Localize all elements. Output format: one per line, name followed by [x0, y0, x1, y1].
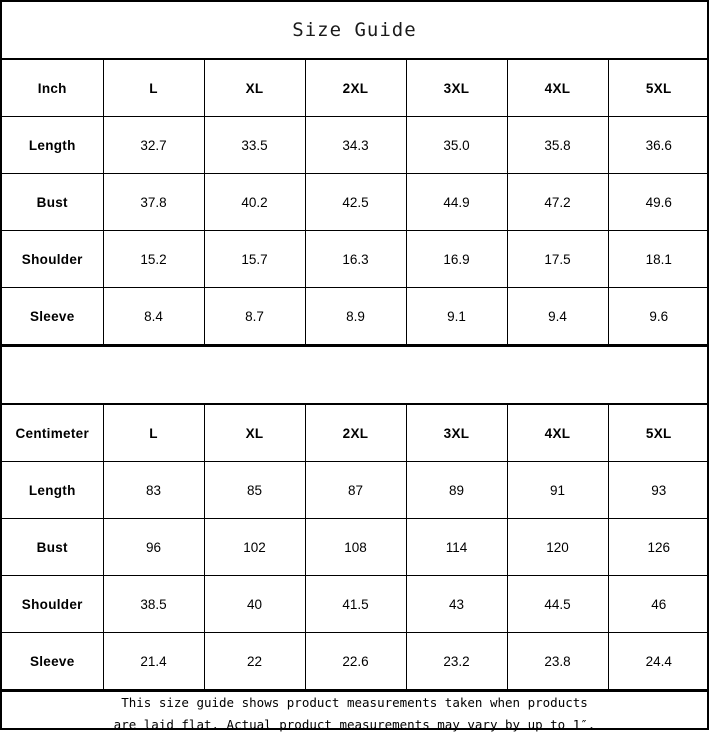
cell-cm-length-4xl: 91 — [506, 461, 609, 519]
cell-cm-sleeve-xl: 22 — [203, 632, 306, 690]
size-header-2xl: 2XL — [304, 60, 407, 117]
table-row: Shoulder 38.5 40 41.5 43 44.5 46 — [2, 575, 709, 633]
inch-table-block: Inch L XL 2XL 3XL 4XL 5XL Length 32.7 33… — [2, 60, 709, 345]
cell-bust-5xl: 49.6 — [607, 173, 709, 231]
size-header-xl: XL — [203, 60, 306, 117]
table-separator-band — [2, 345, 707, 405]
table-row: Bust 96 102 108 114 120 126 — [2, 518, 709, 576]
row-label-cm-sleeve: Sleeve — [2, 632, 104, 690]
centimeter-table-block: Centimeter L XL 2XL 3XL 4XL 5XL Length 8… — [2, 405, 709, 690]
inch-measurements-table: Inch L XL 2XL 3XL 4XL 5XL Length 32.7 33… — [2, 60, 709, 345]
row-label-shoulder: Shoulder — [2, 230, 104, 288]
table-header-row: Inch L XL 2XL 3XL 4XL 5XL — [2, 60, 709, 117]
size-header-5xl: 5XL — [607, 60, 709, 117]
cell-cm-sleeve-l: 21.4 — [102, 632, 205, 690]
cell-shoulder-5xl: 18.1 — [607, 230, 709, 288]
cell-bust-xl: 40.2 — [203, 173, 306, 231]
cell-bust-2xl: 42.5 — [304, 173, 407, 231]
cell-shoulder-2xl: 16.3 — [304, 230, 407, 288]
size-header-cm-4xl: 4XL — [506, 405, 609, 462]
cell-cm-length-3xl: 89 — [405, 461, 508, 519]
cell-cm-bust-3xl: 114 — [405, 518, 508, 576]
table-row: Shoulder 15.2 15.7 16.3 16.9 17.5 18.1 — [2, 230, 709, 288]
cell-cm-length-xl: 85 — [203, 461, 306, 519]
cell-cm-shoulder-2xl: 41.5 — [304, 575, 407, 633]
cell-cm-bust-4xl: 120 — [506, 518, 609, 576]
cell-cm-bust-l: 96 — [102, 518, 205, 576]
size-header-cm-2xl: 2XL — [304, 405, 407, 462]
cell-sleeve-2xl: 8.9 — [304, 287, 407, 345]
table-row: Bust 37.8 40.2 42.5 44.9 47.2 49.6 — [2, 173, 709, 231]
size-header-cm-l: L — [102, 405, 205, 462]
row-label-sleeve: Sleeve — [2, 287, 104, 345]
cell-cm-shoulder-3xl: 43 — [405, 575, 508, 633]
cell-shoulder-l: 15.2 — [102, 230, 205, 288]
page-title: Size Guide — [292, 19, 417, 41]
row-label-length: Length — [2, 116, 104, 174]
cell-cm-shoulder-5xl: 46 — [607, 575, 709, 633]
cell-length-5xl: 36.6 — [607, 116, 709, 174]
centimeter-measurements-table: Centimeter L XL 2XL 3XL 4XL 5XL Length 8… — [2, 405, 709, 690]
cell-sleeve-5xl: 9.6 — [607, 287, 709, 345]
cell-shoulder-xl: 15.7 — [203, 230, 306, 288]
table-row: Length 83 85 87 89 91 93 — [2, 461, 709, 519]
cell-cm-sleeve-5xl: 24.4 — [607, 632, 709, 690]
size-header-cm-5xl: 5XL — [607, 405, 709, 462]
size-header-cm-3xl: 3XL — [405, 405, 508, 462]
row-label-cm-bust: Bust — [2, 518, 104, 576]
cell-sleeve-l: 8.4 — [102, 287, 205, 345]
cell-cm-shoulder-4xl: 44.5 — [506, 575, 609, 633]
cell-bust-4xl: 47.2 — [506, 173, 609, 231]
cell-cm-sleeve-2xl: 22.6 — [304, 632, 407, 690]
cell-cm-shoulder-xl: 40 — [203, 575, 306, 633]
cell-cm-shoulder-l: 38.5 — [102, 575, 205, 633]
cell-length-xl: 33.5 — [203, 116, 306, 174]
cell-length-4xl: 35.8 — [506, 116, 609, 174]
cell-shoulder-3xl: 16.9 — [405, 230, 508, 288]
cell-cm-sleeve-3xl: 23.2 — [405, 632, 508, 690]
cell-cm-length-5xl: 93 — [607, 461, 709, 519]
row-label-cm-length: Length — [2, 461, 104, 519]
row-label-cm-shoulder: Shoulder — [2, 575, 104, 633]
cell-sleeve-4xl: 9.4 — [506, 287, 609, 345]
cell-sleeve-xl: 8.7 — [203, 287, 306, 345]
cell-cm-bust-5xl: 126 — [607, 518, 709, 576]
size-guide-title-row: Size Guide — [2, 2, 707, 60]
cell-sleeve-3xl: 9.1 — [405, 287, 508, 345]
size-header-3xl: 3XL — [405, 60, 508, 117]
unit-header-centimeter: Centimeter — [2, 405, 104, 462]
cell-bust-l: 37.8 — [102, 173, 205, 231]
cell-length-2xl: 34.3 — [304, 116, 407, 174]
table-row: Sleeve 8.4 8.7 8.9 9.1 9.4 9.6 — [2, 287, 709, 345]
cell-cm-bust-2xl: 108 — [304, 518, 407, 576]
table-header-row: Centimeter L XL 2XL 3XL 4XL 5XL — [2, 405, 709, 462]
cell-cm-bust-xl: 102 — [203, 518, 306, 576]
disclaimer-line-2: are laid flat. Actual product measuremen… — [113, 716, 596, 732]
disclaimer-line-1: This size guide shows product measuremen… — [121, 695, 588, 710]
size-header-cm-xl: XL — [203, 405, 306, 462]
row-label-bust: Bust — [2, 173, 104, 231]
cell-cm-length-l: 83 — [102, 461, 205, 519]
size-guide-disclaimer: This size guide shows product measuremen… — [2, 690, 707, 736]
cell-bust-3xl: 44.9 — [405, 173, 508, 231]
size-header-l: L — [102, 60, 205, 117]
table-row: Sleeve 21.4 22 22.6 23.2 23.8 24.4 — [2, 632, 709, 690]
cell-length-3xl: 35.0 — [405, 116, 508, 174]
table-row: Length 32.7 33.5 34.3 35.0 35.8 36.6 — [2, 116, 709, 174]
cell-cm-sleeve-4xl: 23.8 — [506, 632, 609, 690]
size-header-4xl: 4XL — [506, 60, 609, 117]
cell-cm-length-2xl: 87 — [304, 461, 407, 519]
cell-shoulder-4xl: 17.5 — [506, 230, 609, 288]
unit-header-inch: Inch — [2, 60, 104, 117]
cell-length-l: 32.7 — [102, 116, 205, 174]
